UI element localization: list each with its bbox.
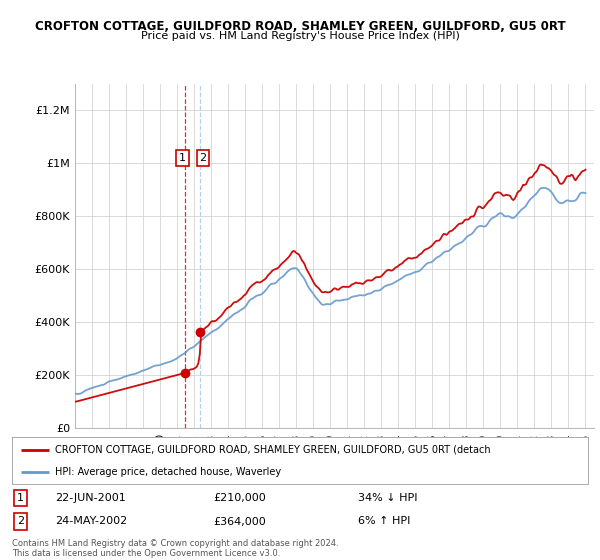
Text: 2: 2	[17, 516, 24, 526]
Text: CROFTON COTTAGE, GUILDFORD ROAD, SHAMLEY GREEN, GUILDFORD, GU5 0RT: CROFTON COTTAGE, GUILDFORD ROAD, SHAMLEY…	[35, 20, 565, 32]
Text: 22-JUN-2001: 22-JUN-2001	[55, 493, 126, 503]
Text: 1: 1	[179, 153, 186, 163]
Text: £210,000: £210,000	[214, 493, 266, 503]
Text: CROFTON COTTAGE, GUILDFORD ROAD, SHAMLEY GREEN, GUILDFORD, GU5 0RT (detach: CROFTON COTTAGE, GUILDFORD ROAD, SHAMLEY…	[55, 445, 491, 455]
Text: Price paid vs. HM Land Registry's House Price Index (HPI): Price paid vs. HM Land Registry's House …	[140, 31, 460, 41]
Text: HPI: Average price, detached house, Waverley: HPI: Average price, detached house, Wave…	[55, 466, 281, 477]
Text: 6% ↑ HPI: 6% ↑ HPI	[358, 516, 410, 526]
Text: Contains HM Land Registry data © Crown copyright and database right 2024.
This d: Contains HM Land Registry data © Crown c…	[12, 539, 338, 558]
Text: £364,000: £364,000	[214, 516, 266, 526]
Text: 1: 1	[17, 493, 24, 503]
Text: 2: 2	[199, 153, 206, 163]
Text: 34% ↓ HPI: 34% ↓ HPI	[358, 493, 417, 503]
Text: 24-MAY-2002: 24-MAY-2002	[55, 516, 127, 526]
